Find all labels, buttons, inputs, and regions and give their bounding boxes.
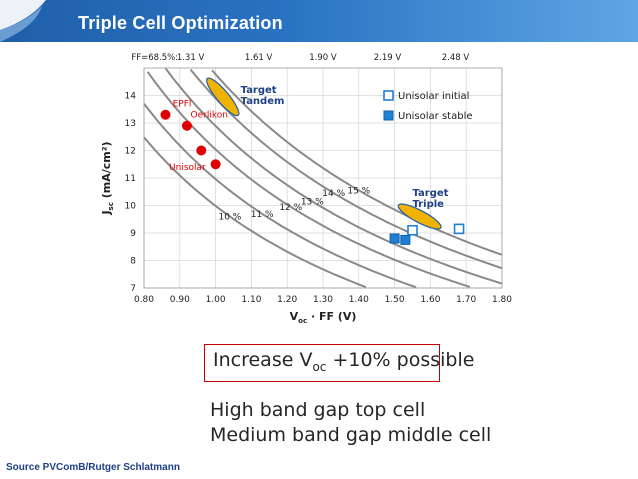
- iso-efficiency-label: 10 %: [218, 213, 241, 223]
- top-axis-label: 2.48 V: [442, 53, 470, 63]
- bullet-middle-cell: Medium band gap middle cell: [210, 424, 492, 446]
- top-axis-label: 1.61 V: [245, 53, 273, 63]
- voc-note-suffix: +10% possible: [326, 349, 475, 371]
- y-tick-label: 8: [130, 257, 136, 267]
- red-data-point: [160, 109, 171, 120]
- open-square-point: [407, 224, 418, 236]
- slide-title: Triple Cell Optimization: [78, 13, 283, 33]
- title-banner: Triple Cell Optimization: [0, 0, 638, 42]
- iso-efficiency-label: 12 %: [279, 203, 302, 213]
- iso-efficiency-curve: [189, 68, 503, 270]
- point-label: EPFl: [173, 100, 192, 110]
- point-label: Oerlikon: [191, 111, 228, 121]
- point-label: Unisolar: [169, 163, 206, 173]
- x-tick-label: 1.40: [349, 295, 369, 305]
- x-tick-label: 0.90: [170, 295, 190, 305]
- top-axis-label: 1.31 V: [177, 53, 205, 63]
- target-label: Tandem: [241, 96, 285, 107]
- iso-efficiency-curves: 10 % 11 % 12 %13 %14 % 15 %: [143, 67, 503, 289]
- efficiency-chart: 10 % 11 % 12 %13 %14 % 15 % 0.80 0.90 1.00 1.1…: [100, 53, 512, 325]
- top-axis-label: FF=68.5%:: [131, 53, 178, 63]
- x-tick-label: 1.20: [277, 295, 297, 305]
- bullet-top-cell: High band gap top cell: [210, 399, 426, 421]
- target-label: Triple: [413, 199, 445, 210]
- iso-efficiency-label: 14 %: [322, 189, 345, 199]
- filled-square-point: [400, 234, 411, 245]
- voc-note-subscript: oc: [312, 359, 327, 374]
- open-square-point: [453, 223, 465, 235]
- x-axis-title: Voc · FF (V): [290, 310, 357, 325]
- iso-efficiency-curve: [164, 67, 503, 285]
- x-tick-label: 1.00: [206, 295, 226, 305]
- target-ellipse: [397, 203, 442, 230]
- legend-marker-filled: [383, 110, 394, 121]
- y-tick-label: 9: [130, 229, 136, 239]
- y-tick-label: 7: [130, 284, 136, 294]
- y-tick-label: 10: [125, 202, 137, 212]
- voc-note-text: Increase Voc +10% possible: [213, 349, 474, 374]
- y-tick-label: 14: [125, 92, 137, 102]
- red-data-point: [210, 159, 221, 170]
- top-axis-label: 1.90 V: [309, 53, 337, 63]
- y-axis-title: Jsc (mA/cm²): [100, 141, 115, 215]
- red-data-point: [196, 145, 207, 156]
- y-tick-label: 13: [125, 119, 136, 129]
- legend-label: Unisolar stable: [398, 111, 473, 122]
- y-tick-label: 11: [125, 174, 136, 184]
- x-tick-label: 1.60: [420, 295, 440, 305]
- x-tick-label: 1.50: [385, 295, 405, 305]
- iso-efficiency-curve: [143, 136, 367, 289]
- target-label: Target: [241, 85, 277, 96]
- voc-note-box: Increase Voc +10% possible: [204, 344, 474, 382]
- chart-legend: Unisolar initial Unisolar stable: [383, 90, 473, 122]
- target-label: Target: [413, 188, 449, 199]
- x-tick-label: 1.30: [313, 295, 333, 305]
- filled-square-point: [389, 233, 400, 244]
- x-tick-label: 1.70: [456, 295, 476, 305]
- iso-efficiency-label: 11 %: [251, 210, 274, 220]
- top-axis-label: 2.19 V: [374, 53, 402, 63]
- x-tick-label: 1.10: [241, 295, 261, 305]
- iso-efficiency-label: 13 %: [301, 197, 324, 207]
- red-data-point: [181, 120, 192, 131]
- target-ellipse: [206, 77, 240, 117]
- chart-axes: 0.80 0.90 1.00 1.10 1.20 1.30 1.40 1.50 1.60 1.70…: [100, 53, 512, 325]
- iso-efficiency-curve: [211, 69, 503, 256]
- logo-swoosh-icon: [0, 0, 46, 42]
- plot-frame: [143, 67, 503, 289]
- voc-note-prefix: Increase V: [213, 349, 313, 371]
- source-credit: Source PVComB/Rutger Schlatmann: [6, 462, 180, 473]
- x-tick-label: 1.80: [492, 295, 512, 305]
- legend-marker-open: [383, 90, 394, 101]
- x-tick-label: 0.80: [134, 295, 154, 305]
- iso-efficiency-curve: [143, 103, 417, 289]
- legend-label: Unisolar initial: [398, 91, 469, 102]
- iso-efficiency-label: 15 %: [347, 186, 370, 196]
- iso-efficiency-curve: [146, 71, 471, 288]
- y-tick-label: 12: [125, 147, 136, 157]
